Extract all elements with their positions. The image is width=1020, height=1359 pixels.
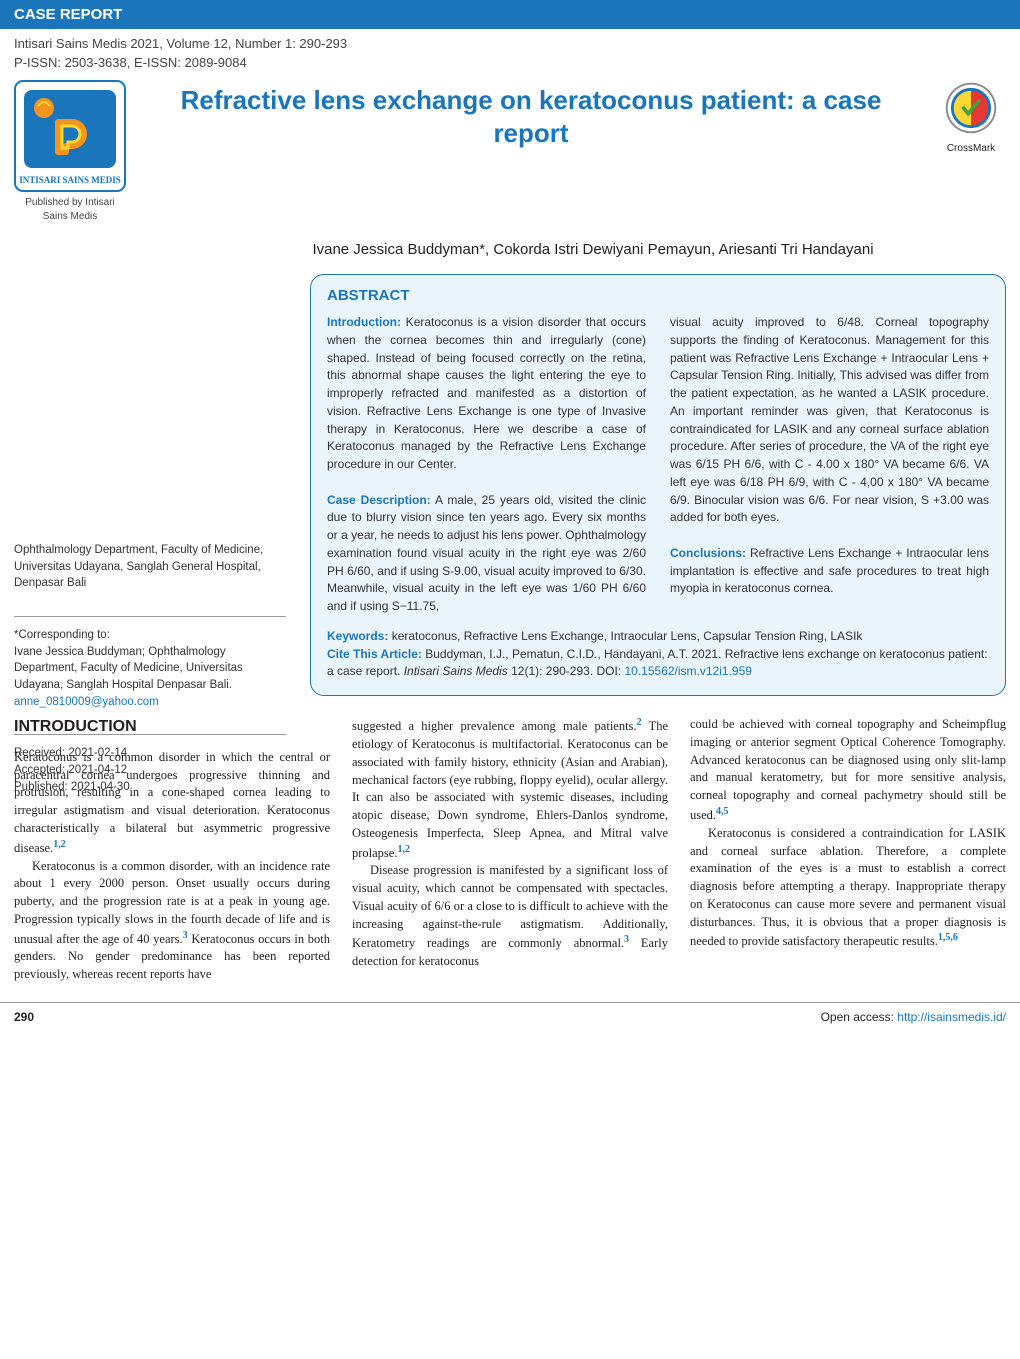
intro-col-3: could be achieved with corneal topograph… (690, 716, 1006, 984)
title-column: Refractive lens exchange on keratoconus … (144, 80, 918, 149)
cite-journal-italic: Intisari Sains Medis (404, 664, 508, 678)
date-accepted: Accepted: 2021-04-12 (14, 762, 286, 779)
ref-1-5-6[interactable]: 1,5,6 (938, 932, 958, 943)
cite-label: Cite This Article: (327, 647, 422, 661)
abstract-columns: Introduction: Keratoconus is a vision di… (327, 314, 989, 616)
abstract-heading: ABSTRACT (327, 285, 989, 306)
intro-col-2: suggested a higher prevalence among male… (352, 716, 668, 984)
section-label: CASE REPORT (14, 6, 122, 23)
title-zone: INTISARI SAINS MEDIS Published by Intisa… (0, 74, 1020, 234)
ref-1-2[interactable]: 1,2 (53, 839, 66, 850)
page-footer: 290 Open access: http://isainsmedis.id/ (0, 1002, 1020, 1032)
concl-label: Conclusions: (670, 546, 746, 560)
case-text: A male, 25 years old, visited the clinic… (327, 493, 646, 614)
intro-p3a: suggested a higher prevalence among male… (352, 719, 637, 733)
journal-logo-box: INTISARI SAINS MEDIS Published by Intisa… (14, 80, 126, 224)
journal-logo-icon: INTISARI SAINS MEDIS (14, 80, 126, 192)
abstract-col-left: Introduction: Keratoconus is a vision di… (327, 314, 646, 616)
case-label: Case Description: (327, 493, 431, 507)
doi-link[interactable]: 10.15562/ism.v12i1.959 (625, 664, 752, 678)
corresponding-label: *Corresponding to: (14, 627, 286, 644)
open-access-link[interactable]: http://isainsmedis.id/ (897, 1010, 1006, 1024)
intro-p4a: Disease progression is manifested by a s… (352, 863, 668, 950)
crossmark-label: CrossMark (936, 142, 1006, 156)
journal-line-2: P-ISSN: 2503-3638, E-ISSN: 2089-9084 (14, 54, 1006, 72)
logo-caption-text: INTISARI SAINS MEDIS (19, 175, 121, 185)
keywords-label: Keywords: (327, 629, 388, 643)
ref-1-2b[interactable]: 1,2 (397, 844, 410, 855)
page-number: 290 (14, 1009, 34, 1026)
keywords-cite-block: Keywords: keratoconus, Refractive Lens E… (327, 628, 989, 681)
corresponding-email-link[interactable]: anne_0810009@yahoo.com (14, 696, 159, 708)
intro-p6a: Keratoconus is considered a contraindica… (690, 826, 1006, 949)
crossmark-icon (943, 80, 999, 136)
affiliation-block: Ophthalmology Department, Faculty of Med… (14, 542, 286, 592)
abstract-col-right: visual acuity improved to 6/48. Corneal … (670, 314, 989, 616)
corresponding-block: *Corresponding to: Ivane Jessica Buddyma… (14, 616, 286, 710)
affiliation-text: Ophthalmology Department, Faculty of Med… (14, 544, 263, 589)
crossmark-badge[interactable]: CrossMark (936, 80, 1006, 156)
abstract-cont-text: visual acuity improved to 6/48. Corneal … (670, 315, 989, 524)
section-label-bar: CASE REPORT (0, 0, 1020, 29)
intro-p3b: The etiology of Keratoconus is multifact… (352, 719, 668, 859)
journal-line-1: Intisari Sains Medis 2021, Volume 12, Nu… (14, 35, 1006, 53)
keywords-text: keratoconus, Refractive Lens Exchange, I… (388, 629, 862, 643)
article-title: Refractive lens exchange on keratoconus … (144, 84, 918, 149)
abstract-box: ABSTRACT Introduction: Keratoconus is a … (310, 274, 1006, 696)
intro-p5a: could be achieved with corneal topograph… (690, 717, 1006, 822)
cite-rest: 12(1): 290-293. DOI: (508, 664, 625, 678)
date-published: Published: 2021-04-30 (14, 779, 286, 796)
corresponding-body: Ivane Jessica Buddyman; Ophthalmology De… (14, 644, 286, 694)
authors-line: Ivane Jessica Buddyman*, Cokorda Istri D… (180, 239, 1006, 260)
ref-4-5[interactable]: 4,5 (716, 806, 729, 817)
journal-info: Intisari Sains Medis 2021, Volume 12, Nu… (0, 29, 1020, 74)
published-by-note: Published by Intisari Sains Medis (14, 196, 126, 224)
date-received: Received: 2021-02-14 (14, 745, 286, 762)
open-access-wrap: Open access: http://isainsmedis.id/ (821, 1009, 1006, 1026)
dates-block: Received: 2021-02-14 Accepted: 2021-04-1… (14, 734, 286, 795)
left-meta-column: Ophthalmology Department, Faculty of Med… (14, 542, 286, 819)
intro-text: Keratoconus is a vision disorder that oc… (327, 315, 646, 471)
open-access-label: Open access: (821, 1010, 898, 1024)
intro-label: Introduction: (327, 315, 401, 329)
